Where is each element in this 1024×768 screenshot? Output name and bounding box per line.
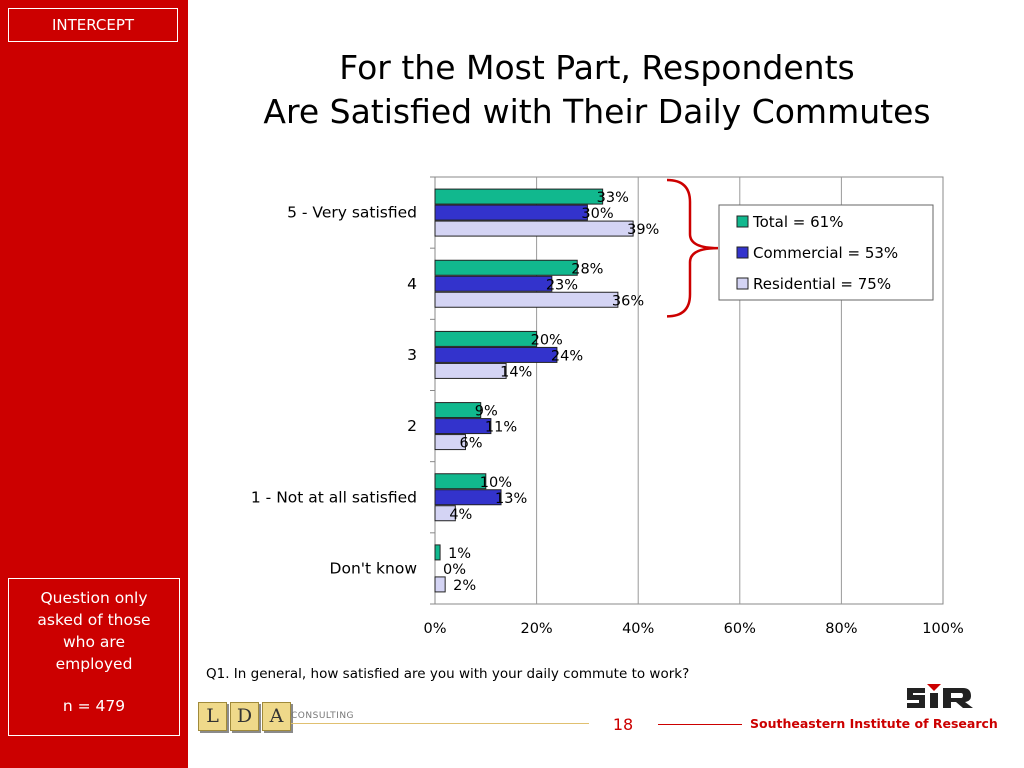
data-label: 6% bbox=[459, 436, 482, 452]
legend-label: Total = 61% bbox=[752, 213, 843, 231]
lda-letter-l: L bbox=[198, 702, 227, 731]
bar bbox=[434, 204, 588, 221]
note-line: employed bbox=[55, 655, 133, 673]
category-label: 2 bbox=[407, 417, 417, 435]
legend-label: Commercial = 53% bbox=[753, 244, 898, 262]
category-label: 5 - Very satisfied bbox=[287, 204, 417, 222]
page-number: 18 bbox=[612, 715, 634, 734]
question-text: Q1. In general, how satisfied are you wi… bbox=[206, 666, 690, 682]
section-tag: INTERCEPT bbox=[8, 8, 178, 42]
x-tick-label: 80% bbox=[825, 621, 857, 637]
x-tick-label: 20% bbox=[520, 621, 552, 637]
x-tick-label: 0% bbox=[423, 621, 446, 637]
bar bbox=[434, 544, 441, 561]
bar bbox=[434, 330, 538, 347]
title-line-2: Are Satisfied with Their Daily Commutes bbox=[263, 92, 931, 131]
bar bbox=[434, 473, 487, 490]
lda-letter-a: A bbox=[262, 702, 291, 731]
lda-letter-d: D bbox=[230, 702, 259, 731]
data-label: 13% bbox=[495, 491, 527, 507]
bracket bbox=[666, 178, 719, 318]
note-line: asked of those bbox=[37, 611, 151, 629]
category-label: 1 - Not at all satisfied bbox=[251, 488, 417, 506]
data-label: 23% bbox=[546, 277, 578, 293]
legend-label: Residential = 75% bbox=[753, 275, 891, 293]
data-label: 28% bbox=[571, 261, 603, 277]
data-label: 30% bbox=[581, 206, 613, 222]
data-label: 20% bbox=[531, 332, 563, 348]
data-label: 39% bbox=[627, 222, 659, 238]
bar bbox=[434, 275, 553, 292]
data-label: 0% bbox=[443, 562, 466, 578]
legend-swatch bbox=[736, 246, 749, 259]
sample-size: n = 479 bbox=[62, 697, 126, 715]
note-line: who are bbox=[63, 633, 125, 651]
x-tick-label: 40% bbox=[622, 621, 654, 637]
category-label: 3 bbox=[407, 346, 417, 364]
legend-box bbox=[718, 204, 934, 301]
bar bbox=[434, 362, 507, 379]
data-label: 14% bbox=[500, 364, 532, 380]
bar bbox=[434, 418, 492, 435]
bar bbox=[434, 402, 482, 419]
bar bbox=[434, 346, 558, 363]
x-tick-label: 100% bbox=[922, 621, 963, 637]
data-label: 11% bbox=[485, 420, 517, 436]
data-label: 10% bbox=[480, 475, 512, 491]
sir-logo bbox=[907, 684, 973, 708]
data-label: 9% bbox=[475, 404, 498, 420]
bar bbox=[434, 291, 619, 308]
sidebar: INTERCEPT Question only asked of those w… bbox=[0, 0, 188, 768]
consulting-label: CONSULTING bbox=[291, 711, 355, 721]
bar bbox=[434, 505, 456, 522]
institute-name: Southeastern Institute of Research bbox=[750, 716, 998, 731]
data-label: 1% bbox=[448, 546, 471, 562]
category-label: 4 bbox=[407, 275, 417, 293]
bar bbox=[434, 434, 466, 451]
data-label: 36% bbox=[612, 293, 644, 309]
legend-swatch bbox=[736, 277, 749, 290]
bar bbox=[434, 489, 502, 506]
footer-divider-right bbox=[658, 724, 742, 725]
bar bbox=[434, 576, 446, 593]
footer-divider-left bbox=[291, 723, 589, 724]
data-label: 4% bbox=[449, 507, 472, 523]
question-note-box: Question only asked of those who are emp… bbox=[8, 578, 180, 736]
title-line-1: For the Most Part, Respondents bbox=[339, 48, 855, 87]
bar bbox=[434, 259, 578, 276]
note-line: Question only bbox=[40, 589, 148, 607]
category-label: Don't know bbox=[330, 559, 418, 577]
data-label: 2% bbox=[453, 578, 476, 594]
legend-swatch bbox=[736, 215, 749, 228]
bar bbox=[434, 188, 604, 205]
bar bbox=[434, 220, 634, 237]
slide-title: For the Most Part, Respondents Are Satis… bbox=[200, 46, 994, 134]
data-label: 24% bbox=[551, 348, 583, 364]
data-label: 33% bbox=[597, 190, 629, 206]
x-tick-label: 60% bbox=[724, 621, 756, 637]
